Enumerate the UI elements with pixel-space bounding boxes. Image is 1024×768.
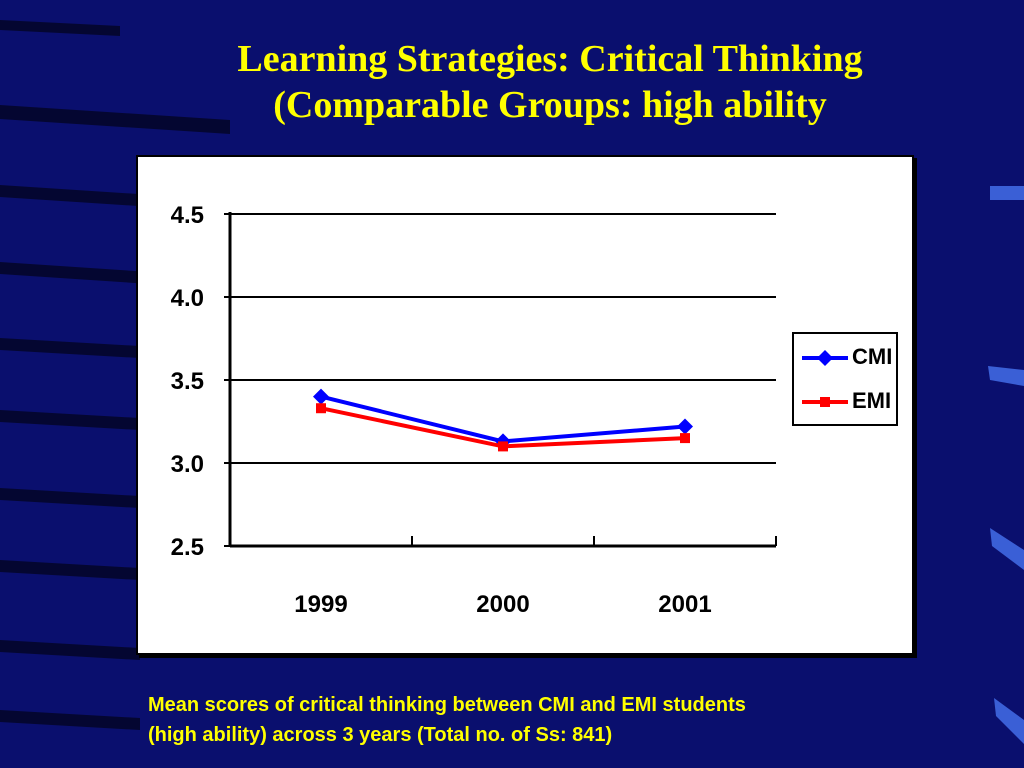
x-tick-label-2000: 2000 [476, 591, 529, 618]
data-point-emi-2001 [680, 433, 690, 444]
x-tick-label-2001: 2001 [658, 591, 711, 618]
legend-label-emi: EMI [852, 388, 892, 413]
figure-caption: Mean scores of critical thinking between… [148, 690, 948, 750]
caption-line2: (high ability) across 3 years (Total no.… [148, 724, 613, 746]
legend-item-cmi: CMI [794, 336, 900, 380]
line-chart: 2.5 3.0 3.5 4.0 4.5 1999 2000 2001 [171, 202, 777, 618]
caption-line1: Mean scores of critical thinking between… [148, 694, 746, 716]
legend-cmi-marker-icon [802, 350, 848, 366]
chart-legend: CMI EMI [792, 332, 898, 426]
data-point-cmi-2001 [677, 418, 693, 435]
x-tick-label-1999: 1999 [294, 591, 347, 618]
slide-title-line1: Learning Strategies: Critical Thinking [237, 38, 863, 80]
chart-panel: 2.5 3.0 3.5 4.0 4.5 1999 2000 2001 CMI EMI [136, 155, 914, 655]
legend-item-emi: EMI [794, 380, 900, 424]
slide-title: Learning Strategies: Critical Thinking (… [100, 36, 1000, 128]
y-tick-label-0: 2.5 [171, 534, 204, 561]
y-tick-label-4: 4.5 [171, 202, 204, 229]
y-tick-label-1: 3.0 [171, 451, 204, 478]
slide-title-line2: (Comparable Groups: high ability [273, 84, 827, 126]
legend-emi-marker-icon [802, 397, 848, 407]
y-tick-label-2: 3.5 [171, 368, 204, 395]
y-tick-label-3: 4.0 [171, 285, 204, 312]
data-point-cmi-1999 [313, 388, 329, 405]
data-point-emi-1999 [316, 403, 326, 414]
legend-label-cmi: CMI [852, 344, 893, 369]
data-point-emi-2000 [498, 441, 508, 452]
